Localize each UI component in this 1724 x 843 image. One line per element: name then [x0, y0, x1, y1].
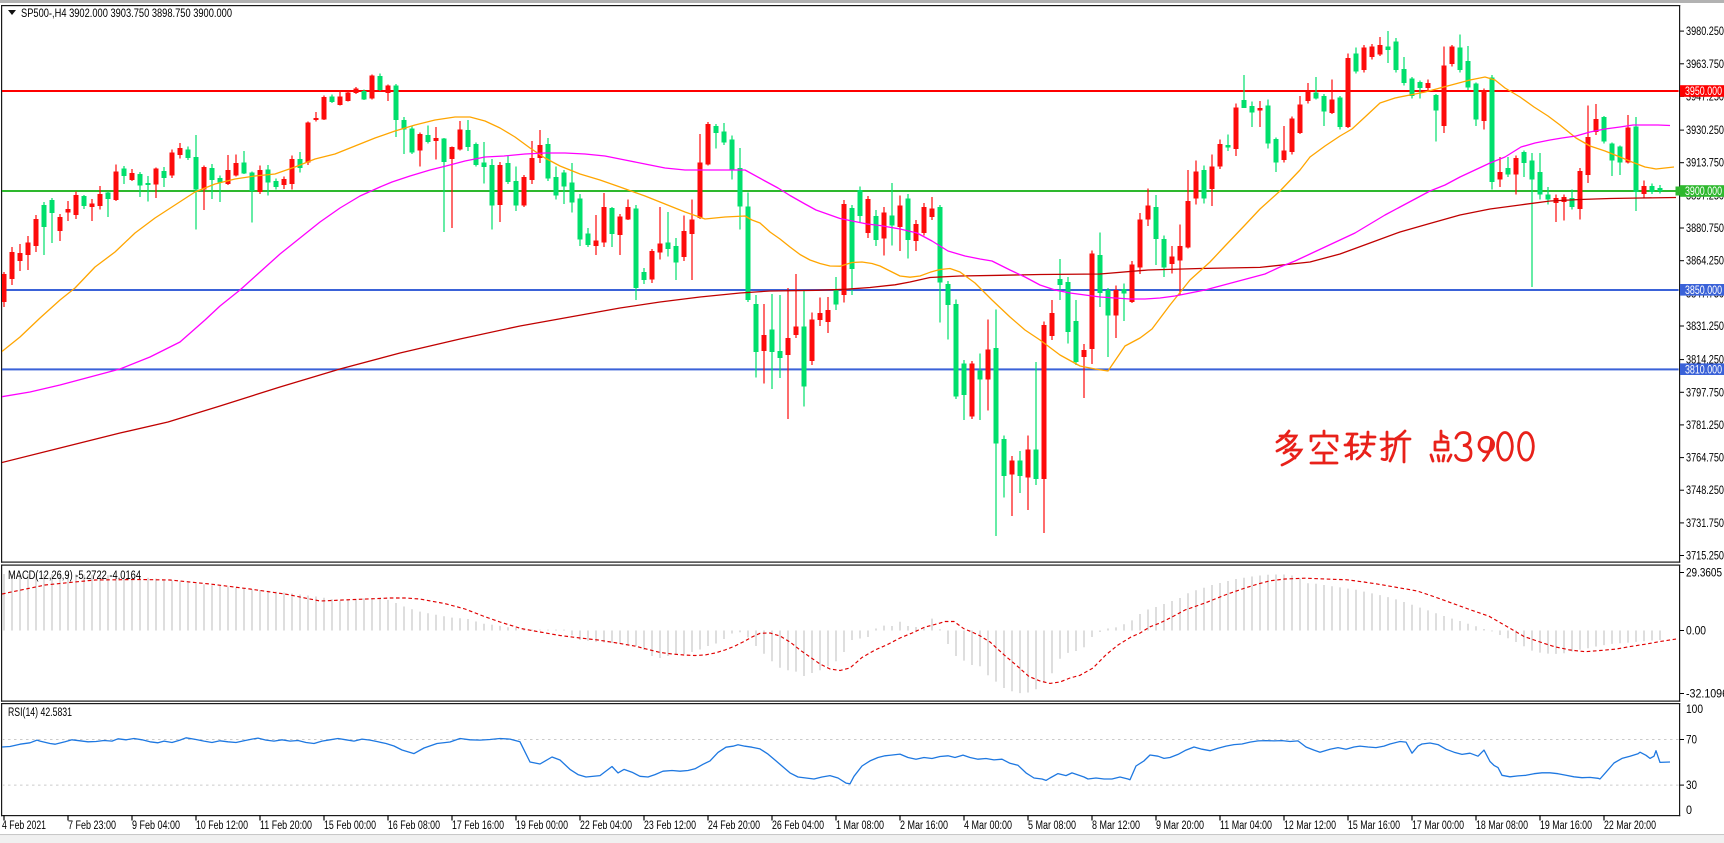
svg-text:26 Feb 04:00: 26 Feb 04:00 — [772, 820, 824, 832]
svg-text:4 Mar 00:00: 4 Mar 00:00 — [964, 820, 1012, 832]
svg-text:7 Feb 23:00: 7 Feb 23:00 — [68, 820, 116, 832]
svg-text:3880.750: 3880.750 — [1686, 223, 1724, 235]
svg-text:4 Feb 2021: 4 Feb 2021 — [2, 820, 46, 832]
svg-text:3781.250: 3781.250 — [1686, 420, 1724, 432]
svg-text:3850.000: 3850.000 — [1685, 285, 1722, 297]
svg-text:11 Mar 04:00: 11 Mar 04:00 — [1220, 820, 1272, 832]
svg-text:15 Feb 00:00: 15 Feb 00:00 — [324, 820, 376, 832]
svg-text:17 Feb 16:00: 17 Feb 16:00 — [452, 820, 504, 832]
svg-text:1 Mar 08:00: 1 Mar 08:00 — [836, 820, 884, 832]
svg-text:19 Mar 16:00: 19 Mar 16:00 — [1540, 820, 1592, 832]
svg-text:3950.000: 3950.000 — [1685, 86, 1722, 98]
svg-text:3930.250: 3930.250 — [1686, 125, 1724, 137]
svg-text:3731.750: 3731.750 — [1686, 518, 1724, 530]
svg-text:16 Feb 08:00: 16 Feb 08:00 — [388, 820, 440, 832]
svg-text:10 Feb 12:00: 10 Feb 12:00 — [196, 820, 248, 832]
svg-text:19 Feb 00:00: 19 Feb 00:00 — [516, 820, 568, 832]
svg-text:3748.250: 3748.250 — [1686, 485, 1724, 497]
svg-text:30: 30 — [1686, 780, 1697, 792]
svg-text:22 Feb 04:00: 22 Feb 04:00 — [580, 820, 632, 832]
svg-text:100: 100 — [1686, 704, 1703, 716]
svg-text:17 Mar 00:00: 17 Mar 00:00 — [1412, 820, 1464, 832]
svg-text:0: 0 — [1686, 805, 1692, 817]
svg-text:3715.250: 3715.250 — [1686, 551, 1724, 563]
svg-text:SP500-,H4 3902.000 3903.750 3: SP500-,H4 3902.000 3903.750 3898.750 390… — [21, 6, 232, 20]
svg-text:29.3605: 29.3605 — [1686, 568, 1722, 580]
svg-text:8 Mar 12:00: 8 Mar 12:00 — [1092, 820, 1140, 832]
svg-text:15 Mar 16:00: 15 Mar 16:00 — [1348, 820, 1400, 832]
svg-text:0.00: 0.00 — [1686, 626, 1706, 638]
svg-text:12 Mar 12:00: 12 Mar 12:00 — [1284, 820, 1336, 832]
svg-text:3900.000: 3900.000 — [1685, 186, 1722, 198]
svg-text:24 Feb 20:00: 24 Feb 20:00 — [708, 820, 760, 832]
svg-text:9 Mar 20:00: 9 Mar 20:00 — [1156, 820, 1204, 832]
svg-text:11 Feb 20:00: 11 Feb 20:00 — [260, 820, 312, 832]
svg-text:70: 70 — [1686, 735, 1697, 747]
svg-text:22 Mar 20:00: 22 Mar 20:00 — [1604, 820, 1656, 832]
svg-text:3864.250: 3864.250 — [1686, 256, 1724, 268]
svg-text:3980.250: 3980.250 — [1686, 26, 1724, 38]
svg-text:2 Mar 16:00: 2 Mar 16:00 — [900, 820, 948, 832]
svg-text:9 Feb 04:00: 9 Feb 04:00 — [132, 820, 180, 832]
svg-text:5 Mar 08:00: 5 Mar 08:00 — [1028, 820, 1076, 832]
svg-text:18 Mar 08:00: 18 Mar 08:00 — [1476, 820, 1528, 832]
svg-text:MACD(12,26,9) -5.2722 -4.0164: MACD(12,26,9) -5.2722 -4.0164 — [8, 570, 141, 582]
svg-text:RSI(14) 42.5831: RSI(14) 42.5831 — [8, 707, 72, 719]
svg-text:23 Feb 12:00: 23 Feb 12:00 — [644, 820, 696, 832]
svg-text:3831.250: 3831.250 — [1686, 321, 1724, 333]
svg-text:3913.750: 3913.750 — [1686, 158, 1724, 170]
svg-text:3797.750: 3797.750 — [1686, 387, 1724, 399]
svg-text:3764.750: 3764.750 — [1686, 453, 1724, 465]
svg-text:3963.750: 3963.750 — [1686, 59, 1724, 71]
svg-text:-32.1096: -32.1096 — [1686, 689, 1724, 701]
svg-text:3810.000: 3810.000 — [1685, 364, 1722, 376]
